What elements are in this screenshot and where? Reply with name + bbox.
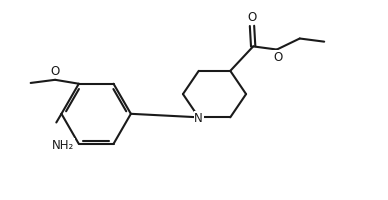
Text: NH₂: NH₂ <box>52 139 74 152</box>
Text: O: O <box>273 51 282 64</box>
Text: N: N <box>194 112 203 125</box>
Text: O: O <box>50 65 60 78</box>
Text: O: O <box>248 11 256 24</box>
